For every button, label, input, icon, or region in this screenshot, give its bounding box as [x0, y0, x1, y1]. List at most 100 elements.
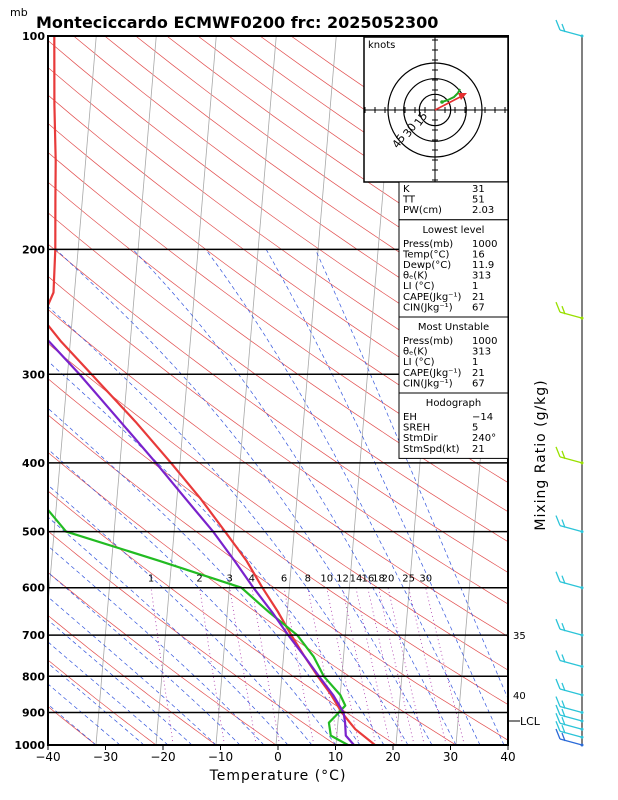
mixing-ratio-label: 20: [382, 574, 395, 585]
lowest-level-row-label: Temp(°C): [402, 249, 450, 260]
temperature-tick-label: −10: [208, 750, 233, 764]
dry-adiabat-line: [48, 123, 508, 455]
isotherm-line: [275, 36, 337, 745]
mixing-ratio-label: 14: [350, 574, 363, 585]
mixing-ratio-label: 1: [148, 574, 154, 585]
wind-barb-staff: [559, 714, 583, 722]
most-unstable-row-label: θₑ(K): [403, 347, 428, 358]
temperature-tick-label: 40: [500, 750, 515, 764]
pressure-tick-label: 1000: [14, 739, 45, 752]
wind-barb: [555, 515, 584, 534]
theta-e-label: 40: [513, 691, 526, 702]
wind-barbs: [555, 19, 584, 747]
hodograph-stats-header: Hodograph: [426, 398, 481, 409]
moist-adiabat-line: [48, 484, 313, 745]
isotherm-line: [155, 36, 217, 745]
wind-barb: [555, 446, 584, 465]
temperature-tick-label: 20: [385, 750, 400, 764]
hodograph-stats-row-value: 21: [472, 444, 485, 455]
wind-barb: [555, 650, 584, 669]
wind-barb-dot: [580, 727, 584, 731]
dry-adiabat-line: [48, 308, 508, 637]
wind-barb-flag: [555, 650, 561, 661]
pressure-tick-label: 500: [22, 526, 45, 539]
hodograph-point: [440, 100, 444, 104]
lowest-level-row-label: Dewp(°C): [403, 260, 451, 271]
wind-barb: [555, 19, 584, 38]
wind-barb: [555, 571, 584, 590]
wind-barb-flag: [561, 305, 566, 315]
wind-barb-flag: [561, 519, 566, 528]
mixing-ratio-label: 4: [249, 574, 255, 585]
mixing-ratio-label: 3: [227, 574, 233, 585]
lcl-label: LCL: [520, 715, 541, 728]
parcel-profile-line: [48, 338, 355, 745]
wind-barb-flag: [555, 678, 561, 690]
hodograph-stats-row-label: StmSpd(kt): [403, 444, 460, 455]
temperature-tick-label: −30: [93, 750, 118, 764]
wind-barb-dot: [580, 711, 584, 715]
wind-barb-flag: [561, 732, 566, 742]
wind-barb: [555, 618, 584, 637]
temperature-tick-label: 10: [328, 750, 343, 764]
most-unstable-row-value: 313: [472, 347, 491, 358]
mixing-ratio-line: [367, 587, 404, 745]
profile-lines: [48, 36, 376, 745]
theta-e-label: 35: [513, 631, 526, 642]
dry-adiabat-line: [48, 614, 217, 745]
pressure-tick-label: 600: [22, 582, 45, 595]
most-unstable-row-label: CAPE(Jkg⁻¹): [403, 368, 461, 379]
mixing-ratio-line: [387, 587, 425, 745]
wind-barb-flag: [555, 704, 561, 716]
pressure-tick-label: 200: [22, 243, 45, 256]
most-unstable-row-value: 67: [472, 378, 485, 389]
wind-barb-flag: [555, 301, 561, 313]
dry-adiabat-line: [48, 275, 508, 605]
mixing-ratio-label: 12: [336, 574, 349, 585]
pressure-tick-label: 800: [22, 670, 45, 683]
wind-barb-dot: [580, 34, 584, 38]
mixing-ratio-line: [199, 587, 225, 745]
lowest-level-row-value: 21: [472, 292, 485, 303]
wind-barb-flag: [555, 728, 561, 740]
mixing-ratio-label: 10: [320, 574, 333, 585]
wind-barb-staff: [559, 628, 583, 636]
hodograph-stats-row-label: StmDir: [403, 433, 438, 444]
dry-adiabat-line: [48, 243, 508, 573]
dry-adiabat-line: [48, 343, 508, 671]
wind-barb-flag: [555, 696, 561, 707]
hodograph-ring: [403, 78, 467, 142]
wind-barb: [555, 712, 584, 731]
right-axis-label: Mixing Ratio (g/kg): [533, 379, 549, 530]
temperature-tick-label: 30: [443, 750, 458, 764]
pressure-unit-label: mb: [10, 6, 28, 19]
temperature-profile-line: [48, 36, 376, 745]
wind-barb-flag: [561, 682, 566, 692]
wind-barb-flag: [561, 708, 566, 718]
wind-barb-dot: [580, 316, 584, 320]
mixing-ratio-label: 6: [281, 574, 287, 585]
dry-adiabat-line: [48, 212, 508, 543]
most-unstable-header: Most Unstable: [418, 322, 489, 333]
wind-barb-dot: [580, 735, 584, 739]
dry-adiabat-line: [48, 94, 508, 427]
dry-adiabat-line: [48, 490, 397, 745]
wind-barb-flag: [561, 700, 566, 709]
lowest-level-row-value: 16: [472, 249, 485, 260]
hodograph-ring: [387, 62, 483, 158]
mixing-ratio-line: [342, 587, 377, 745]
hodograph-stats-row-value: 240°: [472, 433, 496, 444]
wind-barb-dot: [580, 665, 584, 669]
wind-barb-staff: [559, 659, 583, 668]
wind-barb: [555, 728, 584, 747]
most-unstable-row-value: 21: [472, 368, 485, 379]
wind-barb: [555, 301, 584, 320]
lowest-level-row-label: θₑ(K): [403, 271, 428, 282]
dry-adiabat-line: [48, 40, 508, 374]
mixing-ratio-line: [408, 587, 447, 745]
pressure-tick-label: 900: [22, 707, 45, 720]
wind-barb-dot: [580, 743, 584, 747]
